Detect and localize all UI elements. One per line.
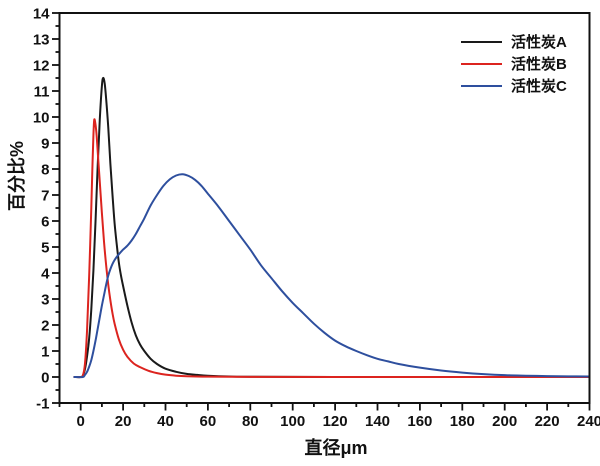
legend-label-carbon-b: 活性炭B bbox=[511, 55, 567, 73]
svg-text:200: 200 bbox=[492, 413, 517, 430]
svg-text:100: 100 bbox=[280, 413, 305, 430]
svg-text:13: 13 bbox=[33, 32, 50, 49]
legend-line-black bbox=[461, 41, 502, 43]
legend-item-carbon-a: 活性炭A bbox=[461, 31, 567, 53]
svg-text:1: 1 bbox=[41, 344, 49, 361]
svg-text:60: 60 bbox=[200, 413, 217, 430]
svg-text:220: 220 bbox=[535, 413, 560, 430]
legend: 活性炭A 活性炭B 活性炭C bbox=[461, 31, 567, 97]
legend-item-carbon-c: 活性炭C bbox=[461, 75, 567, 97]
svg-text:180: 180 bbox=[450, 413, 475, 430]
legend-label-carbon-a: 活性炭A bbox=[511, 33, 567, 51]
svg-text:12: 12 bbox=[33, 58, 50, 75]
svg-text:0: 0 bbox=[77, 413, 85, 430]
y-axis-label: 百分比% bbox=[7, 140, 27, 212]
svg-text:9: 9 bbox=[41, 136, 49, 153]
legend-label-carbon-c: 活性炭C bbox=[511, 77, 567, 95]
svg-text:120: 120 bbox=[323, 413, 348, 430]
svg-text:11: 11 bbox=[34, 84, 50, 101]
svg-text:20: 20 bbox=[115, 413, 132, 430]
svg-text:40: 40 bbox=[157, 413, 174, 430]
svg-text:8: 8 bbox=[41, 162, 49, 179]
svg-text:6: 6 bbox=[41, 214, 49, 231]
legend-line-blue bbox=[461, 85, 502, 87]
svg-text:0: 0 bbox=[41, 370, 49, 387]
svg-text:80: 80 bbox=[242, 413, 259, 430]
svg-text:5: 5 bbox=[41, 240, 49, 257]
legend-item-carbon-b: 活性炭B bbox=[461, 53, 567, 75]
svg-text:10: 10 bbox=[33, 110, 50, 127]
x-axis-label: 直径μm bbox=[304, 438, 368, 458]
svg-text:4: 4 bbox=[41, 266, 50, 283]
svg-text:-1: -1 bbox=[36, 396, 49, 413]
svg-text:2: 2 bbox=[41, 318, 49, 335]
svg-text:7: 7 bbox=[41, 188, 49, 205]
svg-text:160: 160 bbox=[407, 413, 432, 430]
svg-text:140: 140 bbox=[365, 413, 390, 430]
svg-text:14: 14 bbox=[33, 6, 50, 23]
svg-text:240: 240 bbox=[577, 413, 600, 430]
legend-line-red bbox=[461, 63, 502, 65]
svg-text:3: 3 bbox=[41, 292, 49, 309]
